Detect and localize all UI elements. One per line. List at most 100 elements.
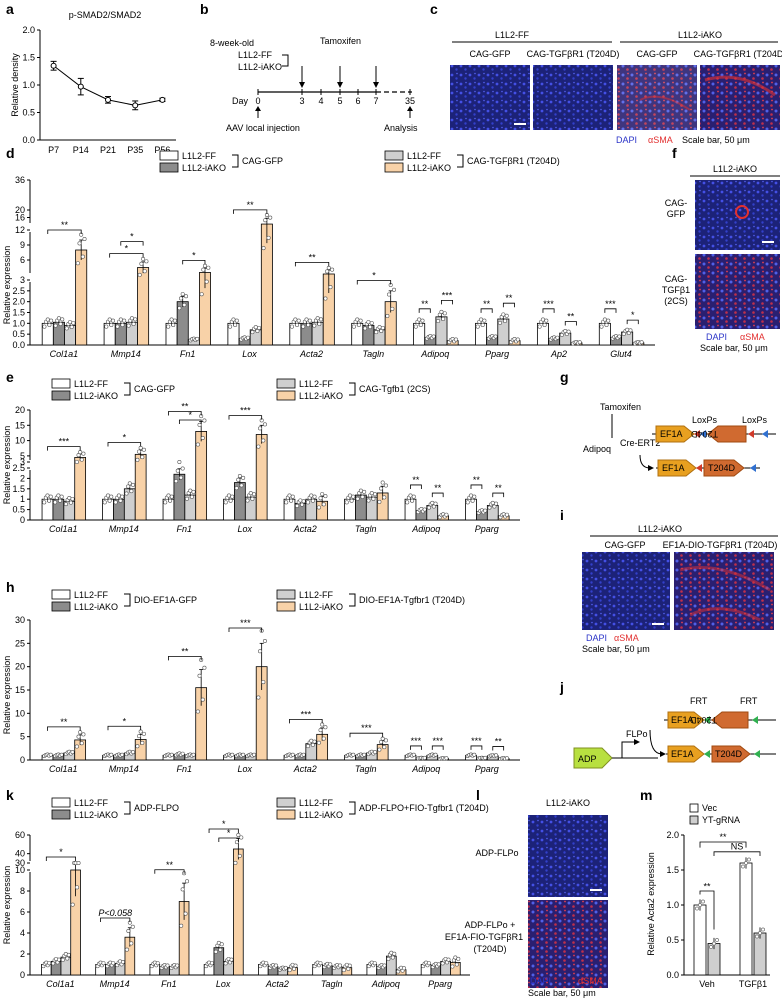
j-inserted-cds: T204D <box>715 749 743 759</box>
legend-vector: DIO-EF1A-GFP <box>134 595 197 605</box>
data-point <box>413 324 418 329</box>
panel-label-e: e <box>6 369 14 385</box>
m-data-point <box>709 945 713 949</box>
data-point <box>113 500 118 505</box>
data-point <box>326 265 331 270</box>
data-point <box>368 324 373 329</box>
significance-bracket <box>47 446 81 451</box>
data-point <box>480 322 485 327</box>
data-point <box>241 752 246 757</box>
legend-swatch <box>276 601 296 612</box>
data-point <box>544 318 549 323</box>
m-bar <box>753 932 767 976</box>
data-point <box>57 957 62 962</box>
data-point <box>347 963 352 968</box>
m-bar <box>693 904 707 976</box>
significance-bracket <box>431 745 444 750</box>
data-point <box>250 496 255 501</box>
significance-bracket <box>410 484 422 489</box>
c-col-label: CAG-TGFβR1 (T204D) <box>694 49 782 59</box>
data-point <box>137 272 142 277</box>
significance-bracket <box>564 321 577 326</box>
m-ytick-label: 2.0 <box>666 830 679 840</box>
data-point <box>540 317 545 322</box>
legend-swatch <box>276 797 296 808</box>
data-point <box>107 498 112 503</box>
data-point <box>264 961 269 966</box>
a-point <box>105 96 111 103</box>
m-data-point <box>744 861 748 865</box>
data-point <box>420 318 425 323</box>
a-point <box>159 96 166 103</box>
data-point <box>59 752 64 757</box>
category-label: Tagln <box>321 979 343 989</box>
data-point <box>422 755 427 760</box>
legend-vector: DIO-EF1A-Tgfbr1 (T204D) <box>359 595 465 605</box>
significance-label: ** <box>60 717 68 727</box>
legend-swatch <box>276 378 296 389</box>
data-point <box>442 311 447 316</box>
legend-label: L1L2-iAKO <box>182 163 226 173</box>
data-point <box>482 318 487 323</box>
data-point <box>139 261 144 266</box>
data-point <box>124 947 129 952</box>
data-point <box>298 498 303 503</box>
data-point <box>169 752 174 757</box>
m-ytick-label: 1.0 <box>666 900 679 910</box>
panel-b-timeline: b 8-week-old L1L2-FF L1L2-iAKO Tamoxifen… <box>200 1 418 133</box>
data-point <box>42 500 47 505</box>
data-point <box>392 287 397 292</box>
significance-label: *** <box>605 299 616 309</box>
chart-a-ylabel: Relative density <box>10 53 20 117</box>
j-adp: ADP <box>578 754 597 764</box>
legend-swatch <box>276 390 296 401</box>
significance-bracket <box>218 837 239 842</box>
significance-bracket <box>356 280 392 285</box>
data-point <box>75 885 80 890</box>
data-point <box>310 742 315 747</box>
ytick-label: 20 <box>15 405 25 415</box>
i-dapi: DAPI <box>586 633 607 643</box>
significance-bracket <box>431 492 444 498</box>
data-point <box>165 963 170 968</box>
g-loxps-1: LoxPs <box>692 415 718 425</box>
data-point <box>490 500 495 505</box>
m-data-point <box>755 934 759 939</box>
data-point <box>566 329 571 334</box>
data-point <box>45 317 50 322</box>
data-point <box>318 728 323 733</box>
data-point <box>233 322 238 327</box>
data-point <box>75 261 80 266</box>
significance-bracket <box>233 209 268 214</box>
panel-label-b: b <box>200 1 209 17</box>
significance-bracket <box>168 411 202 416</box>
data-point <box>289 498 294 503</box>
data-point <box>410 498 415 503</box>
data-point <box>56 493 61 498</box>
data-point <box>377 499 382 504</box>
data-point <box>118 498 123 503</box>
legend-label: L1L2-iAKO <box>407 163 451 173</box>
significance-bracket <box>604 308 617 313</box>
category-label: Acta2 <box>293 764 317 774</box>
data-point <box>369 321 374 326</box>
data-point <box>323 494 328 499</box>
data-point <box>328 285 333 290</box>
data-point <box>360 494 365 499</box>
data-point <box>195 336 200 341</box>
data-point <box>344 500 349 505</box>
chart-a-title: p-SMAD2/SMAD2 <box>69 10 142 20</box>
panel-label-a: a <box>6 1 14 17</box>
g-ef1a-1: EF1A <box>660 429 683 439</box>
a-xtick-label: P7 <box>48 145 59 155</box>
ytick-label: 25 <box>15 638 25 648</box>
data-point <box>142 269 147 274</box>
significance-label: * <box>189 410 193 420</box>
legend-label: L1L2-FF <box>182 151 217 161</box>
data-point <box>287 968 292 973</box>
ytick-label: 10 <box>15 865 25 875</box>
data-point <box>137 449 142 454</box>
data-point <box>70 750 75 755</box>
data-point <box>427 505 432 510</box>
l-sma: αSMA <box>578 976 603 986</box>
